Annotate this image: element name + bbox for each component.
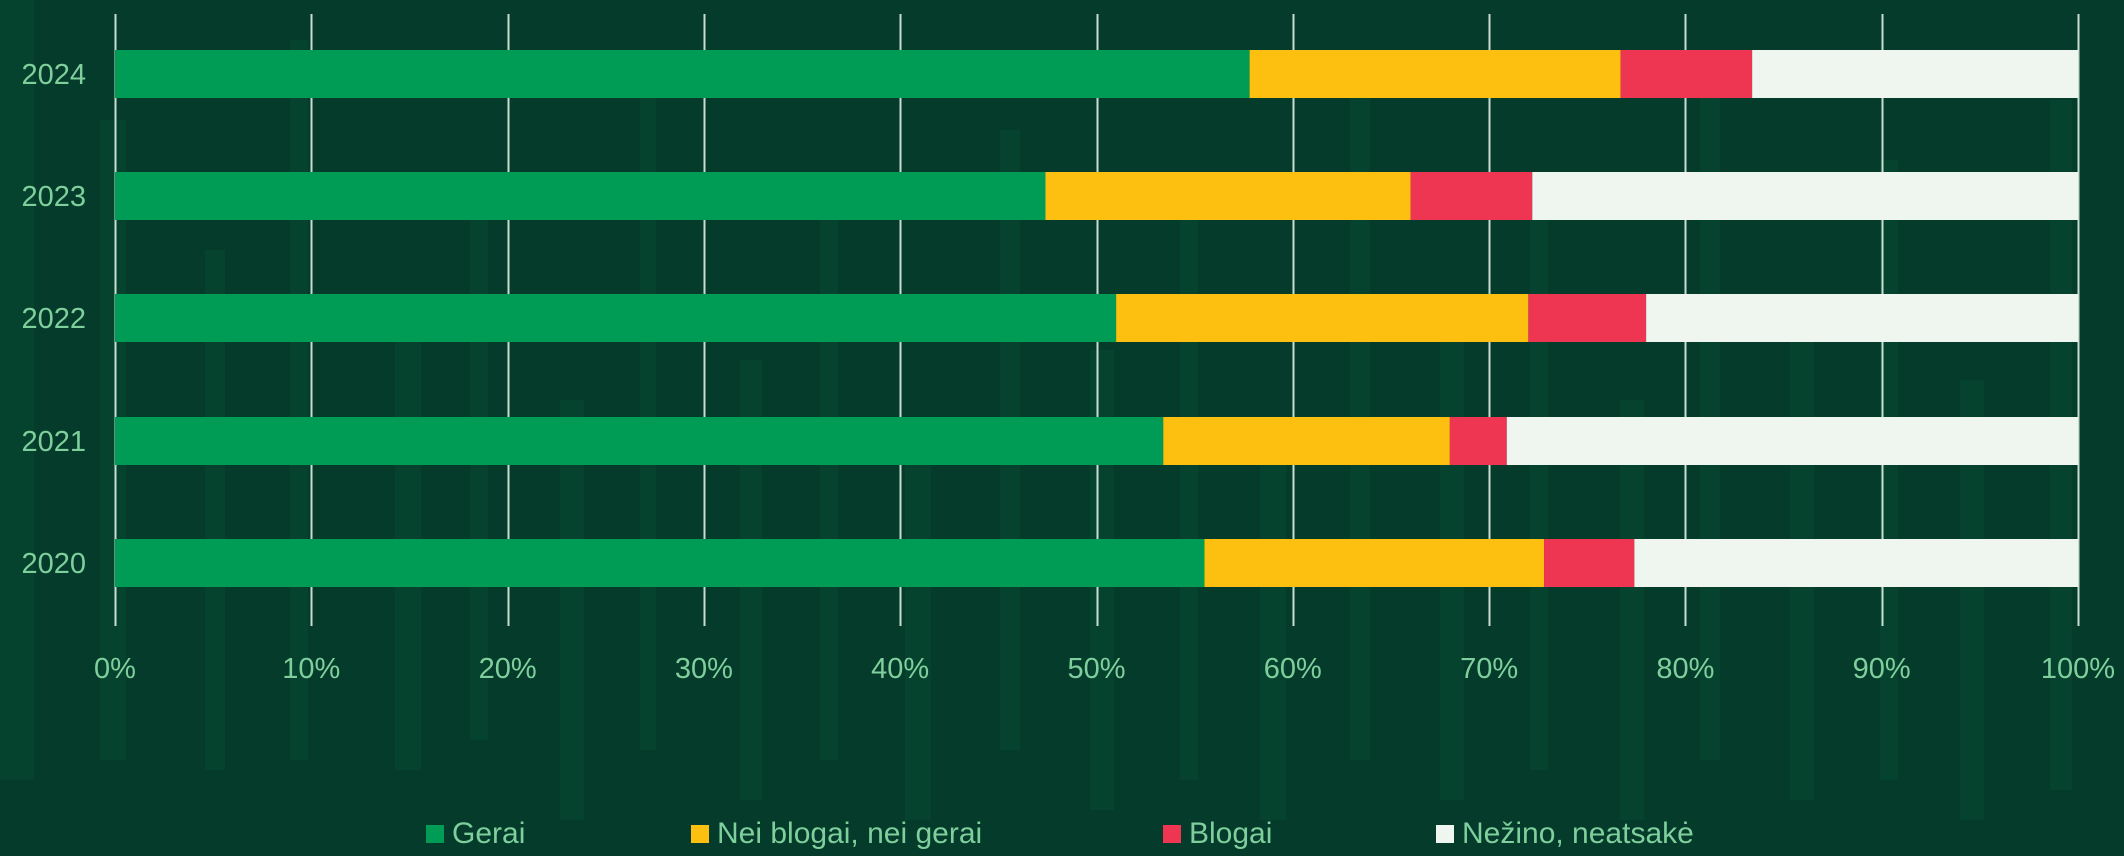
x-tick-label: 60% [1264, 653, 1322, 685]
x-tick-label: 50% [1067, 653, 1125, 685]
bar-segment-nezino-neatsake-2024 [1752, 50, 2078, 98]
bar-segment-gerai-2023 [115, 172, 1046, 220]
legend-swatch-blogai [1163, 825, 1181, 843]
legend-swatch-nei-blogai-nei-gerai [691, 825, 709, 843]
decor-stripe [1530, 180, 1548, 770]
decor-stripe [1260, 420, 1286, 820]
bar-segment-nezino-neatsake-2023 [1532, 172, 2078, 220]
legend-label-gerai: Gerai [452, 817, 526, 850]
x-tick-label: 80% [1656, 653, 1714, 685]
legend-item-nezino-neatsake: Nežino, neatsakė [1436, 812, 1694, 856]
x-tick-label: 30% [675, 653, 733, 685]
legend: Gerai Nei blogai, nei gerai Blogai Nežin… [0, 812, 2124, 856]
category-label-2021: 2021 [21, 426, 86, 458]
bar-segment-gerai-2022 [115, 294, 1117, 342]
decor-stripe [395, 300, 421, 770]
decor-stripe [905, 440, 931, 820]
decor-stripe [290, 40, 308, 760]
legend-item-blogai: Blogai [1163, 812, 1272, 856]
legend-swatch-nezino-neatsake [1436, 825, 1454, 843]
category-label-2024: 2024 [21, 59, 86, 91]
decor-stripe [560, 400, 584, 820]
bar-segment-nei-blogai-nei-gerai-2024 [1249, 50, 1621, 98]
bars [115, 50, 2078, 587]
bar-segment-nezino-neatsake-2020 [1634, 539, 2078, 587]
x-tick-label: 90% [1853, 653, 1911, 685]
legend-item-nei-blogai-nei-gerai: Nei blogai, nei gerai [691, 812, 982, 856]
x-tick-label: 0% [94, 653, 136, 685]
bar-segment-nei-blogai-nei-gerai-2020 [1204, 539, 1545, 587]
x-tick-label: 70% [1460, 653, 1518, 685]
legend-label-nezino-neatsake: Nežino, neatsakė [1462, 817, 1694, 850]
x-tick-label: 10% [282, 653, 340, 685]
legend-label-nei-blogai-nei-gerai: Nei blogai, nei gerai [717, 817, 983, 850]
category-label-2023: 2023 [21, 181, 86, 213]
x-tick-label: 40% [871, 653, 929, 685]
decor-stripe [0, 0, 34, 780]
x-tick-label: 100% [2041, 653, 2115, 685]
category-label-2022: 2022 [21, 303, 86, 335]
legend-swatch-gerai [426, 825, 444, 843]
bar-segment-gerai-2020 [115, 539, 1205, 587]
bar-segment-nei-blogai-nei-gerai-2022 [1116, 294, 1529, 342]
x-tick-label: 20% [479, 653, 537, 685]
category-label-2020: 2020 [21, 548, 86, 580]
decor-stripe [1620, 400, 1644, 820]
decor-stripe [205, 250, 225, 770]
bar-segment-nezino-neatsake-2021 [1506, 417, 2078, 465]
legend-item-gerai: Gerai [426, 812, 525, 856]
bar-segment-blogai-2021 [1449, 417, 1507, 465]
bar-segment-nei-blogai-nei-gerai-2021 [1163, 417, 1450, 465]
x-tick-labels: 0% 10% 20% 30% 40% 50% 60% 70% 80% 90% 100% [94, 653, 2115, 685]
legend-label-blogai: Blogai [1189, 817, 1273, 850]
bar-segment-nei-blogai-nei-gerai-2023 [1045, 172, 1411, 220]
decor-stripe [820, 200, 838, 760]
bar-segment-blogai-2020 [1544, 539, 1635, 587]
category-labels: 2024 2023 2022 2021 2020 [21, 59, 86, 580]
bar-segment-blogai-2024 [1620, 50, 1753, 98]
bar-segment-blogai-2022 [1528, 294, 1647, 342]
bar-segment-gerai-2024 [115, 50, 1250, 98]
bar-segment-nezino-neatsake-2022 [1646, 294, 2078, 342]
bar-segment-blogai-2023 [1410, 172, 1533, 220]
decor-stripe [1180, 220, 1198, 780]
bar-segment-gerai-2021 [115, 417, 1164, 465]
